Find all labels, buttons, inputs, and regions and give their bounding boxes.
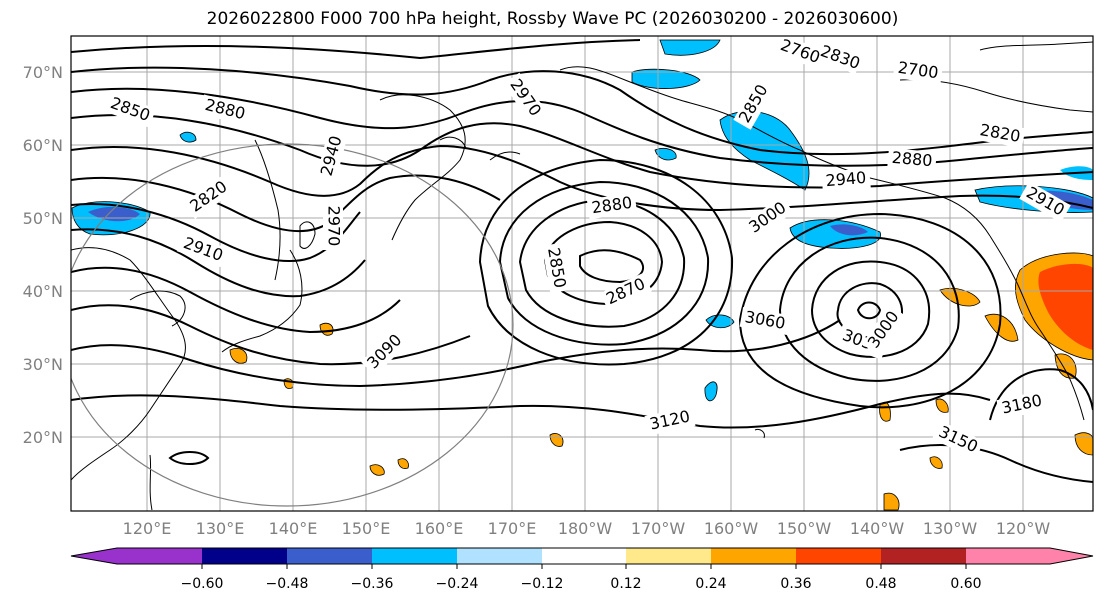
colorbar-tick-label: 0.24 xyxy=(695,576,726,592)
contour-label: 2970 xyxy=(325,206,344,247)
colorbar-segment xyxy=(287,548,372,564)
colorbar-ticks xyxy=(201,564,967,569)
lon-label: 120°W xyxy=(996,519,1051,538)
colorbar-tick-label: −0.36 xyxy=(351,576,394,592)
colorbar-outline xyxy=(70,547,1094,565)
lon-label: 180°W xyxy=(558,519,613,538)
lat-label: 70°N xyxy=(23,63,63,82)
lon-label: 140°W xyxy=(850,519,905,538)
lon-label: 160°W xyxy=(704,519,759,538)
colorbar-segment xyxy=(881,548,966,564)
lat-label: 60°N xyxy=(23,136,63,155)
height-contours xyxy=(71,39,1093,483)
colorbar-under-triangle xyxy=(71,548,202,564)
lat-label: 40°N xyxy=(23,282,63,301)
lon-label: 160°E xyxy=(415,519,464,538)
colorbar-segment xyxy=(457,548,542,564)
lon-label: 130°E xyxy=(196,519,245,538)
contour-label: 2880 xyxy=(891,148,933,170)
longitude-axis: 120°E 130°E 140°E 150°E 160°E 170°E 180°… xyxy=(123,519,1051,538)
colorbar-tick-label: −0.24 xyxy=(436,576,479,592)
colorbar-tick-label: −0.60 xyxy=(181,576,224,592)
colorbar-segment xyxy=(796,548,881,564)
colorbar: −0.60 −0.48 −0.36 −0.24 −0.12 0.12 0.24 … xyxy=(70,547,1094,592)
lat-label: 50°N xyxy=(23,209,63,228)
lon-label: 140°E xyxy=(269,519,318,538)
contour-label: 2940 xyxy=(825,168,867,190)
latitude-axis: 70°N 60°N 50°N 40°N 30°N 20°N xyxy=(23,63,63,447)
colorbar-segment xyxy=(626,548,711,564)
lat-label: 30°N xyxy=(23,355,63,374)
colorbar-segment xyxy=(202,548,287,564)
colorbar-tick-label: 0.60 xyxy=(950,576,981,592)
range-ring xyxy=(71,143,514,507)
colorbar-tick-label: 0.36 xyxy=(780,576,811,592)
coastlines xyxy=(71,41,1093,511)
colorbar-segment xyxy=(711,548,796,564)
colorbar-segment xyxy=(372,548,457,564)
lat-label: 20°N xyxy=(23,428,63,447)
colorbar-tick-label: −0.12 xyxy=(521,576,564,592)
lon-label: 130°W xyxy=(923,519,978,538)
map-frame xyxy=(70,35,1094,512)
colorbar-tick-label: 0.12 xyxy=(610,576,641,592)
lon-label: 170°W xyxy=(631,519,686,538)
lon-label: 150°W xyxy=(777,519,832,538)
colorbar-over-triangle xyxy=(966,548,1093,564)
colorbar-tick-label: −0.48 xyxy=(266,576,309,592)
lon-label: 170°E xyxy=(488,519,537,538)
lon-label: 120°E xyxy=(123,519,172,538)
contour-label-group: 2700 2760 2830 2850 2880 2970 xyxy=(104,36,1071,460)
map-title: 2026022800 F000 700 hPa height, Rossby W… xyxy=(206,9,899,29)
lon-label: 150°E xyxy=(342,519,391,538)
colorbar-segment xyxy=(542,548,626,564)
colorbar-tick-label: 0.48 xyxy=(865,576,896,592)
